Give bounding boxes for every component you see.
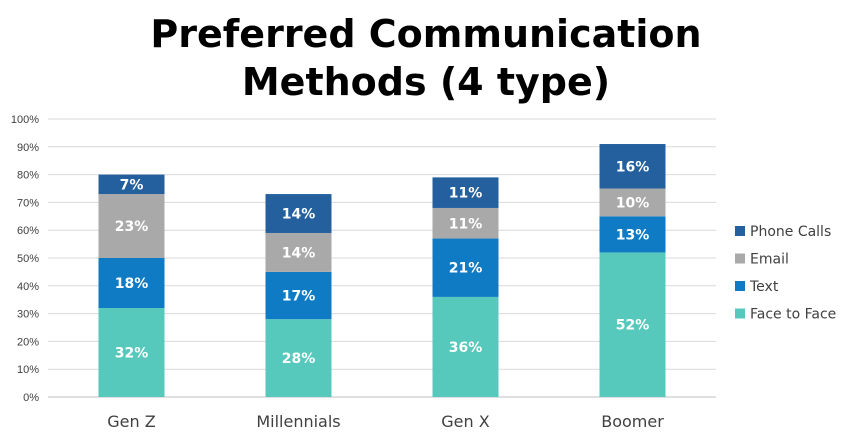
y-tick-label: 70% [17,197,39,209]
bar-segment-face-to-face [265,319,332,397]
data-label: 14% [282,207,316,223]
y-axis-ticks: 0% 10% 20% 30% 40% 50% 60% 70% 80% 90% 100% [11,114,39,404]
x-category-label: Boomer [601,412,664,431]
legend-swatch [735,226,745,236]
bar-segment-email [98,194,165,258]
x-category-label: Millennials [256,412,340,431]
x-category-label: Gen X [441,412,489,431]
chart-title-line-2: Methods (4 type) [241,60,611,104]
data-label: 21% [449,261,483,277]
data-label: 11% [449,186,483,202]
legend-swatch [735,308,745,319]
data-label: 32% [115,346,149,362]
data-label: 52% [616,318,650,334]
data-label: 16% [616,159,650,175]
legend-label: Face to Face [750,307,836,323]
data-label: 18% [115,276,149,292]
bars [98,144,666,397]
data-label: 13% [616,227,650,243]
legend-swatch [735,281,745,291]
data-label: 11% [449,216,483,232]
y-tick-label: 100% [11,114,39,126]
bar-segment-phone-calls [599,144,666,189]
y-tick-label: 10% [17,364,39,376]
bar-segment-phone-calls [432,177,499,208]
data-label: 28% [282,351,316,367]
legend-label: Text [749,279,779,295]
x-category-label: Gen Z [107,412,155,431]
legend-label: Email [750,252,789,268]
chart-title: Preferred Communication Methods (4 type) [0,10,852,106]
data-label: 7% [120,177,144,193]
legend: Phone Calls Email Text Face to Face [735,224,836,323]
bar-segment-email [599,188,666,217]
bar-segment-text [432,238,499,297]
bar-segment-text [265,271,332,320]
legend-label: Phone Calls [750,224,831,240]
bar-segment-face-to-face [98,308,165,397]
bar-segment-phone-calls [265,194,332,233]
legend-swatch [735,253,745,264]
data-label: 17% [282,289,316,305]
x-axis-categories: Gen Z Millennials Gen X Boomer [107,412,664,431]
data-label: 36% [449,340,483,356]
y-tick-label: 40% [17,281,39,293]
bar-segment-face-to-face [599,252,666,397]
chart-title-line-1: Preferred Communication [150,12,702,56]
y-tick-label: 80% [17,170,39,182]
y-tick-label: 90% [17,142,39,154]
bar-segment-phone-calls [98,174,165,195]
y-tick-label: 30% [17,309,39,321]
y-tick-label: 50% [17,253,39,265]
bar-segment-text [599,216,666,253]
bar-segment-face-to-face [432,296,499,397]
data-label: 14% [282,245,316,261]
y-tick-label: 60% [17,225,39,237]
bar-segment-email [432,207,499,239]
y-tick-label: 0% [23,392,39,404]
data-labels: 32% 18% 23% 7% 28% 17% 14% 14% 36% 21% 11% 11% 52% 13… [115,159,650,367]
data-label: 23% [115,219,149,235]
bar-segment-email [265,232,332,272]
bar-segment-text [98,258,165,309]
data-label: 10% [616,195,650,211]
y-tick-label: 20% [17,336,39,348]
